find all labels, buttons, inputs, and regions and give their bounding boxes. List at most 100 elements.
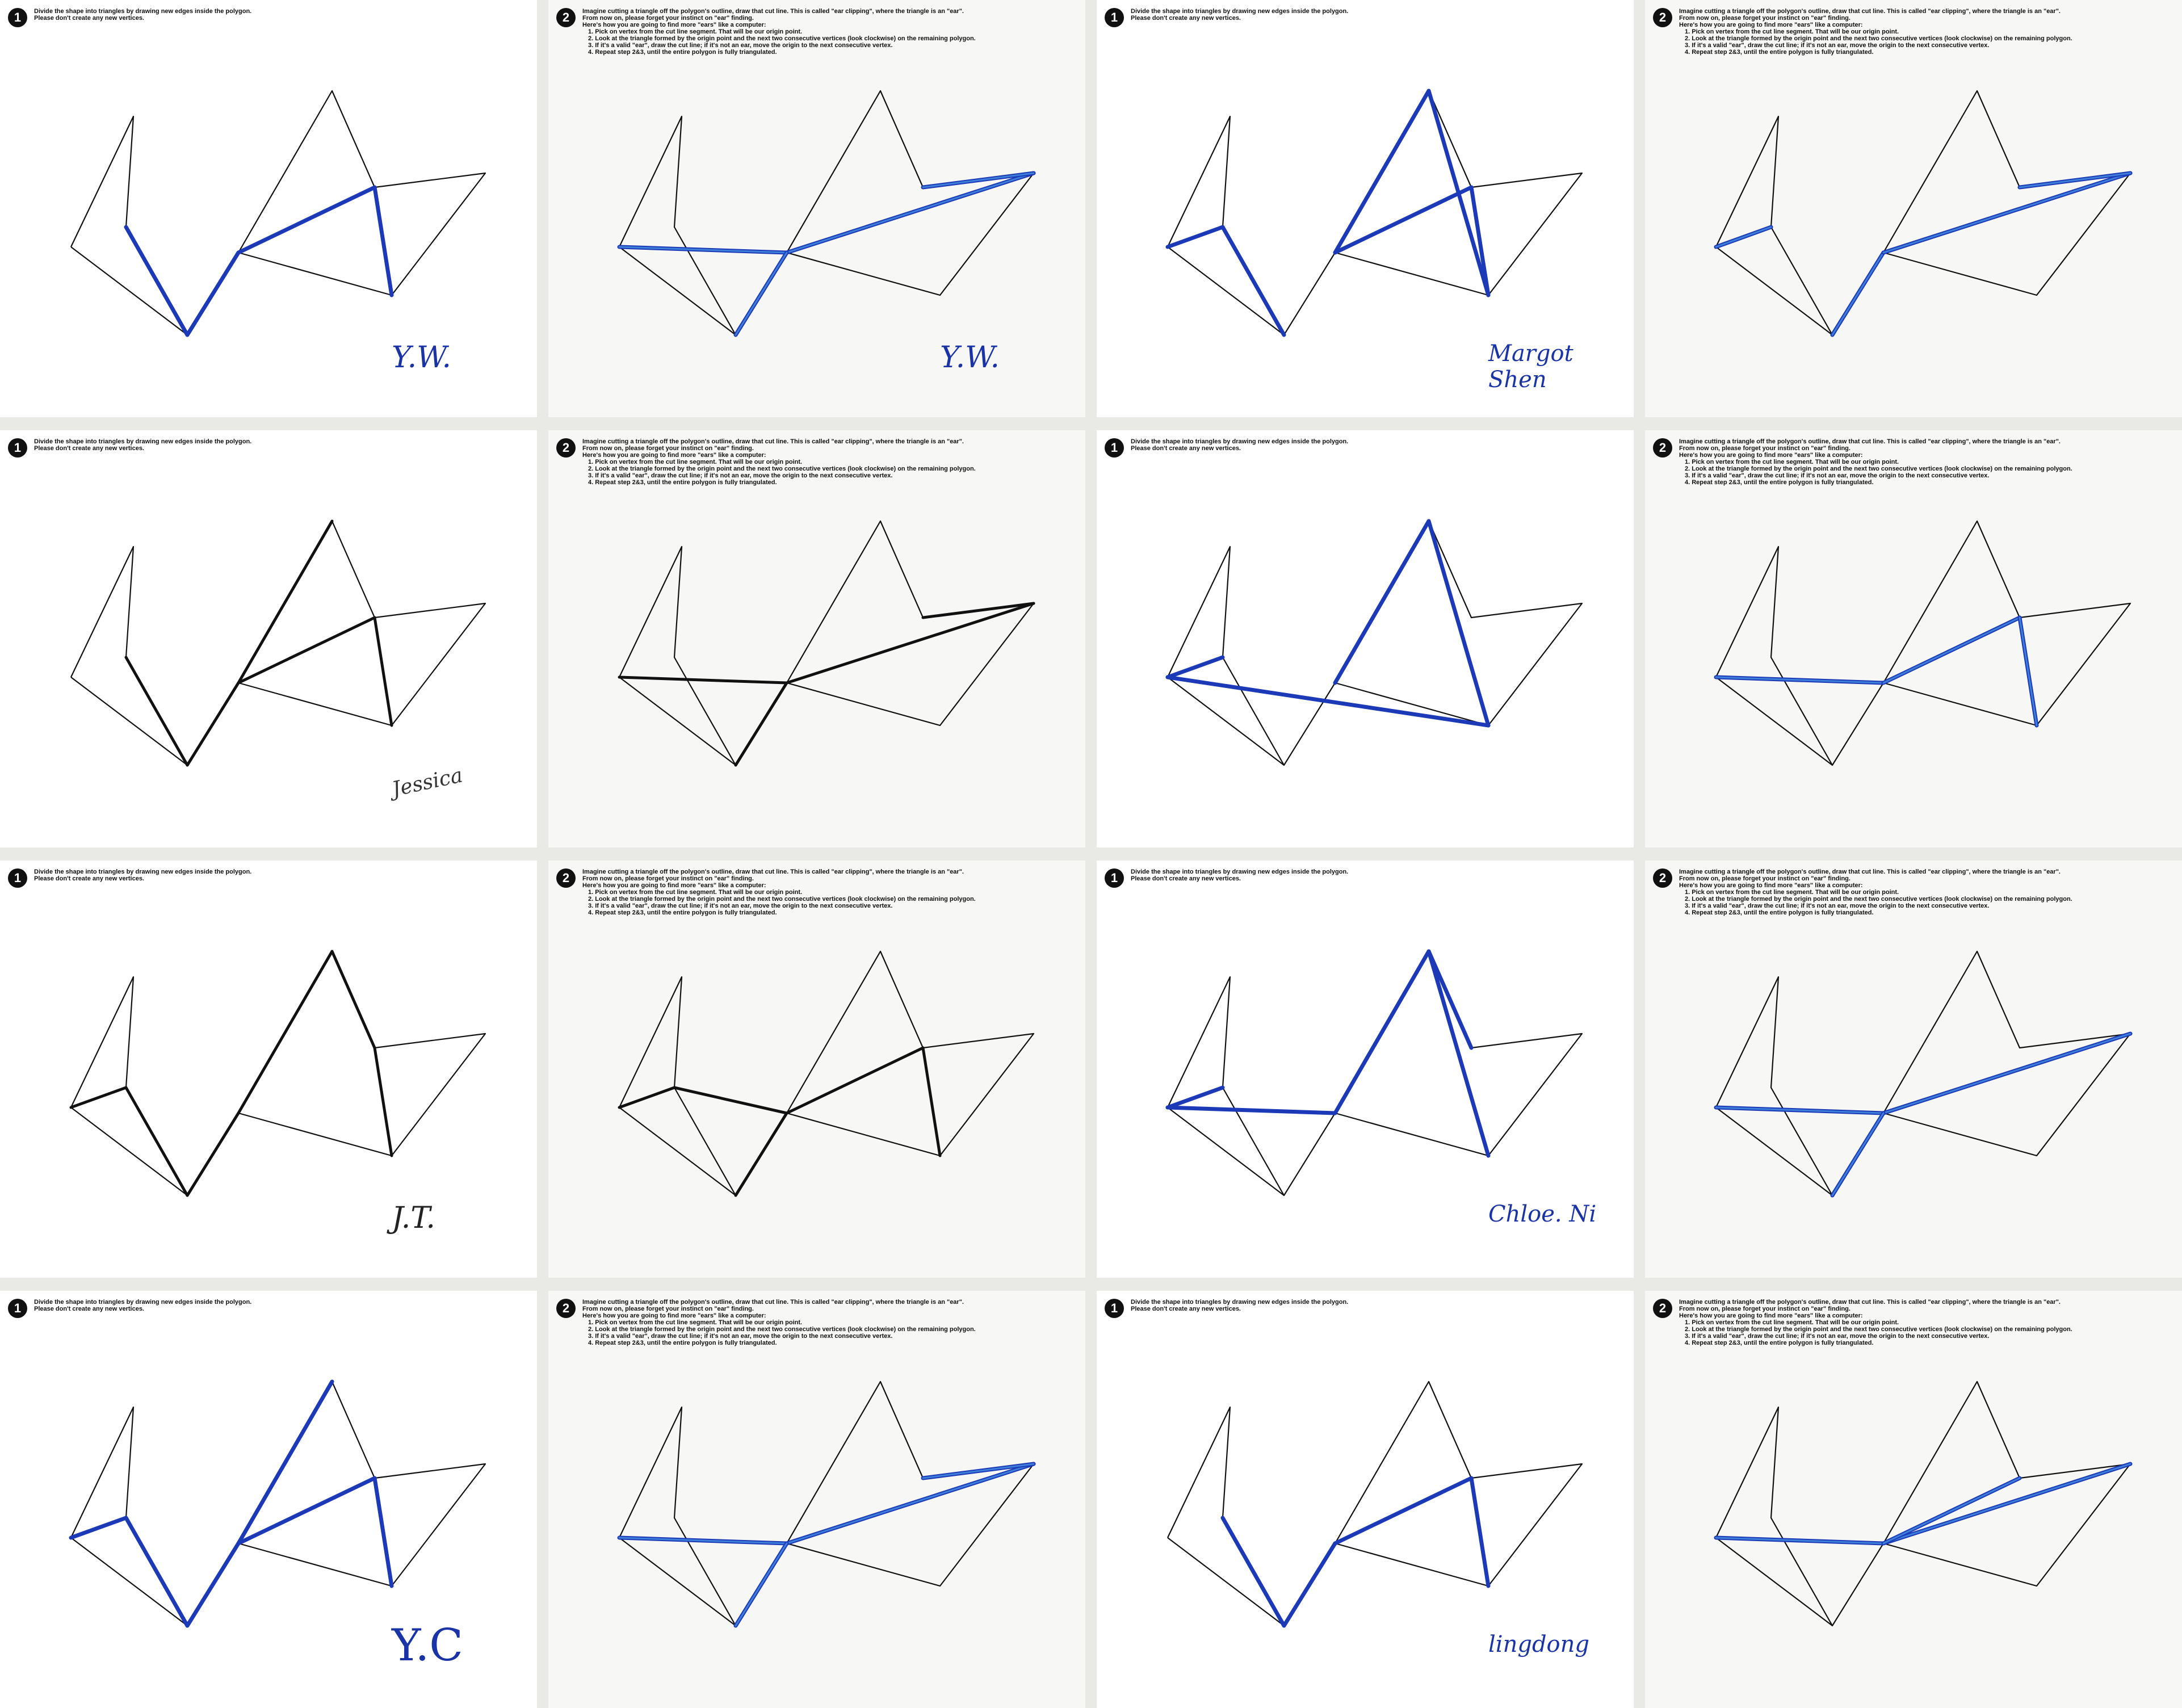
drawn-diagonal-highlight — [618, 1537, 788, 1545]
step-number-badge: 1 — [8, 438, 27, 458]
drawn-diagonal — [734, 1111, 788, 1197]
instruction-text: Divide the shape into triangles by drawi… — [34, 8, 251, 22]
drawn-diagonal — [1165, 225, 1225, 249]
instruction-header: 1 Divide the shape into triangles by draw… — [8, 438, 526, 458]
instruction-line: Here's how you are going to find more "e… — [1679, 1312, 1863, 1319]
step-number-badge: 1 — [1105, 868, 1124, 888]
polygon-outline — [1167, 950, 1583, 1197]
signature: Y.C — [392, 1620, 463, 1671]
worksheet-7: 1 Divide the shape into triangles by draw… — [1097, 430, 1634, 847]
drawn-diagonal — [372, 1476, 394, 1588]
instruction-line: Please don't create any new vertices. — [1131, 875, 1241, 882]
instruction-line: Imagine cutting a triangle off the polyg… — [1679, 1299, 2061, 1306]
drawn-diagonal — [373, 1046, 393, 1157]
drawn-diagonal — [124, 656, 189, 767]
instruction-header: 2 Imagine cutting a triangle off the poly… — [556, 868, 1074, 916]
step-number-badge: 1 — [8, 8, 27, 27]
instruction-line: 4. Repeat step 2&3, until the entire pol… — [588, 479, 777, 486]
polygon-figure — [1165, 949, 1583, 1197]
instruction-text: Imagine cutting a triangle off the polyg… — [582, 8, 976, 56]
drawn-diagonal — [186, 1111, 240, 1197]
instruction-line: 1. Pick on vertex from the cut line segm… — [1685, 28, 1899, 35]
instruction-line: Please don't create any new vertices. — [34, 445, 144, 452]
instruction-line: Here's how you are going to find more "e… — [1679, 882, 1863, 889]
drawn-diagonal — [237, 519, 334, 685]
worksheet-5: 1 Divide the shape into triangles by draw… — [0, 430, 537, 847]
drawn-diagonal — [1333, 185, 1474, 255]
polygon-figure — [69, 950, 486, 1197]
step-number-badge: 1 — [1105, 1299, 1124, 1318]
drawn-diagonal-highlight — [1715, 676, 1885, 684]
instruction-line: Please don't create any new vertices. — [34, 1306, 144, 1312]
drawn-diagonal — [1469, 1476, 1491, 1588]
step-number-badge: 2 — [1653, 8, 1672, 27]
drawn-diagonal-highlight — [1831, 251, 1885, 336]
polygon-figure — [70, 519, 486, 767]
polygon-outline — [1715, 950, 2131, 1197]
drawn-diagonal — [673, 1086, 788, 1115]
instruction-header: 1 Divide the shape into triangles by draw… — [1105, 868, 1622, 888]
drawn-diagonal — [1469, 185, 1491, 297]
instruction-line: Imagine cutting a triangle off the polyg… — [582, 868, 964, 875]
instruction-header: 2 Imagine cutting a triangle off the poly… — [1653, 438, 2171, 486]
signature: Chloe. Ni — [1488, 1201, 1597, 1227]
polygon-outline — [70, 90, 486, 336]
instruction-line: 4. Repeat step 2&3, until the entire pol… — [588, 1340, 777, 1346]
polygon-figure — [617, 1380, 1036, 1628]
instruction-header: 1 Divide the shape into triangles by draw… — [1105, 438, 1622, 458]
polygon-figure — [1714, 1380, 2133, 1627]
instruction-text: Divide the shape into triangles by drawi… — [34, 1299, 251, 1312]
polygon-figure — [69, 1379, 486, 1628]
drawn-diagonal-highlight — [2019, 172, 2131, 188]
worksheet-16: 2 Imagine cutting a triangle off the poly… — [1645, 1291, 2182, 1708]
drawn-diagonal — [124, 1516, 190, 1628]
drawn-diagonal-highlight — [1882, 1477, 2021, 1545]
drawn-diagonal — [330, 950, 376, 1050]
instruction-line: 4. Repeat step 2&3, until the entire pol… — [588, 909, 777, 916]
worksheet-14: 2 Imagine cutting a triangle off the poly… — [548, 1291, 1085, 1708]
instruction-header: 1 Divide the shape into triangles by draw… — [1105, 8, 1622, 27]
instruction-line: Divide the shape into triangles by drawi… — [34, 438, 252, 445]
drawn-diagonal — [618, 1086, 676, 1109]
instruction-line: From now on, please forget your instinct… — [1679, 875, 1850, 882]
instruction-text: Divide the shape into triangles by drawi… — [1131, 438, 1348, 452]
drawn-diagonal — [1333, 519, 1431, 685]
drawn-diagonal — [237, 616, 376, 685]
polygon-figure — [618, 950, 1035, 1197]
instruction-line: Divide the shape into triangles by drawi… — [1131, 868, 1349, 875]
polygon-figure — [1714, 90, 2133, 337]
worksheet-11: 1 Divide the shape into triangles by draw… — [1097, 861, 1634, 1278]
drawn-diagonal-highlight — [1715, 1537, 1885, 1545]
instruction-line: Imagine cutting a triangle off the polyg… — [1679, 438, 2061, 445]
instruction-line: 3. If it's a valid "ear", draw the cut l… — [588, 903, 893, 909]
instruction-text: Imagine cutting a triangle off the polyg… — [1679, 438, 2072, 486]
step-number-badge: 2 — [1653, 868, 1672, 888]
worksheet-10: 2 Imagine cutting a triangle off the poly… — [548, 861, 1085, 1278]
drawn-diagonal — [69, 1516, 128, 1540]
polygon-outline — [1167, 520, 1583, 766]
instruction-line: Imagine cutting a triangle off the polyg… — [582, 8, 964, 15]
instruction-text: Divide the shape into triangles by drawi… — [1131, 868, 1348, 882]
instruction-line: 2. Look at the triangle formed by the or… — [1685, 896, 2072, 903]
drawn-diagonal-highlight — [786, 172, 1035, 254]
instruction-line: 2. Look at the triangle formed by the or… — [1685, 465, 2072, 472]
drawn-diagonal-highlight — [1831, 1112, 1885, 1197]
worksheet-1: 1 Divide the shape into triangles by draw… — [0, 0, 537, 417]
instruction-header: 2 Imagine cutting a triangle off the poly… — [556, 438, 1074, 486]
instruction-header: 1 Divide the shape into triangles by draw… — [1105, 1299, 1622, 1318]
drawn-diagonal — [1426, 949, 1491, 1158]
drawn-diagonal — [921, 602, 1035, 619]
drawn-diagonal-highlight — [618, 246, 788, 254]
instruction-line: Divide the shape into triangles by drawi… — [1131, 1299, 1349, 1306]
instruction-header: 2 Imagine cutting a triangle off the poly… — [1653, 8, 2171, 56]
instruction-line: Please don't create any new vertices. — [34, 875, 144, 882]
step-number-badge: 1 — [1105, 438, 1124, 458]
instruction-line: From now on, please forget your instinct… — [1679, 15, 1850, 22]
drawn-diagonal-highlight — [1882, 1033, 2131, 1114]
drawn-diagonal-highlight — [1882, 616, 2021, 684]
drawn-diagonal — [1333, 949, 1431, 1115]
instruction-line: From now on, please forget your instinct… — [582, 445, 754, 452]
instruction-text: Imagine cutting a triangle off the polyg… — [1679, 8, 2072, 56]
instruction-line: 3. If it's a valid "ear", draw the cut l… — [1685, 903, 1990, 909]
instruction-line: Here's how you are going to find more "e… — [1679, 22, 1863, 28]
